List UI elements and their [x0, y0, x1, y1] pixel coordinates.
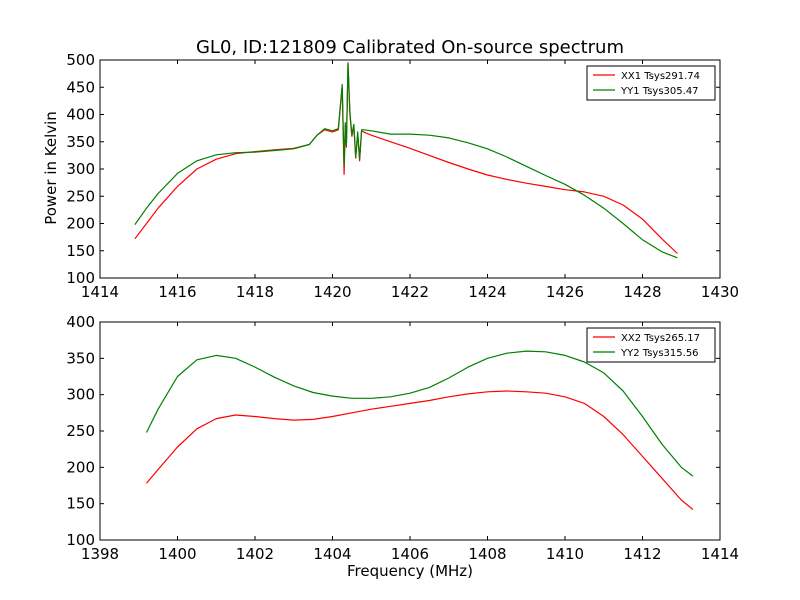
y-tick-label: 400	[66, 106, 95, 124]
y-tick-label: 100	[66, 531, 95, 549]
top-y-axis-label: Power in Kelvin	[42, 111, 60, 225]
x-tick-label: 1404	[313, 545, 351, 563]
x-tick-label: 1424	[468, 283, 506, 301]
legend-label: YY2 Tsys315.56	[620, 348, 699, 359]
x-tick-label: 1414	[81, 283, 119, 301]
bottom-plot: 1398 1400 1402 1404 1406 1408 1410 1412 1414 100 1…	[66, 313, 739, 563]
legend: XX2 Tsys265.17 YY2 Tsys315.56	[586, 327, 716, 363]
x-tick-label: 1416	[158, 283, 196, 301]
y-tick-label: 400	[66, 313, 95, 331]
y-tick-label: 500	[66, 51, 95, 69]
x-tick-label: 1412	[623, 545, 661, 563]
y-tick-label: 300	[66, 160, 95, 178]
series-line-2	[134, 62, 678, 259]
top-plot: 1414 1416 1418 1420 1422 1424 1426 1428 1430 100 1…	[66, 51, 739, 301]
legend-label: XX1 Tsys291.74	[621, 71, 700, 82]
series-line-1	[146, 390, 694, 510]
series-line-2	[145, 350, 694, 477]
x-tick-label: 1428	[623, 283, 661, 301]
y-tick-label: 450	[66, 78, 95, 96]
x-tick-label: 1398	[81, 545, 119, 563]
y-tick-label: 250	[66, 422, 95, 440]
x-tick-label: 1422	[391, 283, 429, 301]
y-tick-label: 200	[66, 458, 95, 476]
x-tick-label: 1418	[236, 283, 274, 301]
x-tick-label: 1414	[701, 545, 739, 563]
y-tick-label: 100	[66, 269, 95, 287]
legend-label: YY1 Tsys305.47	[620, 86, 699, 97]
x-tick-label: 1430	[701, 283, 739, 301]
y-tick-label: 150	[66, 495, 95, 513]
x-tick-label: 1400	[158, 545, 196, 563]
x-tick-label: 1408	[468, 545, 506, 563]
x-tick-label: 1410	[546, 545, 584, 563]
y-tick-label: 150	[66, 242, 95, 260]
y-tick-label: 350	[66, 349, 95, 367]
x-tick-label: 1420	[313, 283, 351, 301]
y-tick-label: 350	[66, 133, 95, 151]
x-tick-label: 1402	[236, 545, 274, 563]
x-tick-label: 1406	[391, 545, 429, 563]
bottom-x-axis-label: Frequency (MHz)	[347, 562, 473, 580]
y-tick-label: 250	[66, 187, 95, 205]
legend: XX1 Tsys291.74 YY1 Tsys305.47	[586, 65, 716, 101]
x-tick-label: 1426	[546, 283, 584, 301]
y-tick-label: 300	[66, 386, 95, 404]
y-tick-label: 200	[66, 215, 95, 233]
chart-title: GL0, ID:121809 Calibrated On-source spec…	[196, 37, 624, 58]
legend-label: XX2 Tsys265.17	[621, 333, 700, 344]
